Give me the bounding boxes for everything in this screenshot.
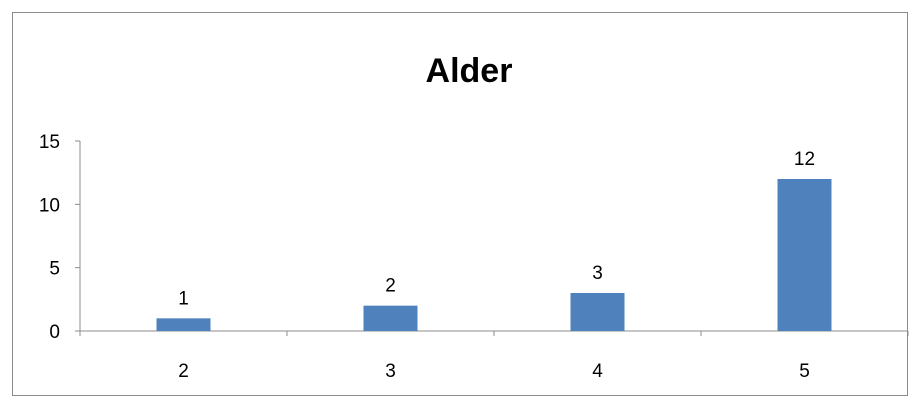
chart-title: Alder [426,52,513,90]
data-label: 2 [385,276,396,297]
bar [156,318,211,331]
y-tick-label: 10 [39,195,60,216]
x-tick-label: 5 [799,361,810,382]
x-tick-label: 4 [592,361,603,382]
y-tick-label: 5 [49,259,60,280]
bar [570,293,625,331]
chart-frame [12,12,908,396]
bar [777,179,832,331]
axes: 0 5 10 15 2 3 4 5 [39,132,909,382]
y-tick-label: 0 [49,322,60,343]
y-tick-label: 15 [39,132,60,153]
x-tick-label: 2 [178,361,189,382]
bar [363,305,418,331]
data-label: 3 [592,263,603,284]
data-label: 1 [178,288,189,309]
data-label: 12 [794,149,815,170]
x-tick-label: 3 [385,361,396,382]
